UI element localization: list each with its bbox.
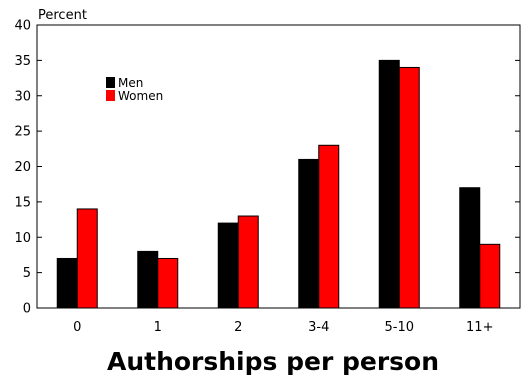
bar-men-5-10	[378, 59, 400, 309]
x-tick-label: 3-4	[308, 320, 329, 335]
plot-frame	[36, 24, 521, 309]
legend-label-women: Women	[118, 89, 163, 103]
bar-men-11+	[459, 187, 481, 309]
legend-swatch-women	[106, 90, 115, 101]
y-axis-ticks: 0 5 10 15 20 25 30 35 40	[14, 19, 520, 317]
legend-label-men: Men	[118, 76, 143, 90]
x-tick-label: 5-10	[384, 320, 414, 335]
y-tick-label: 5	[23, 266, 31, 281]
axes	[36, 24, 521, 309]
x-tick-label: 1	[154, 320, 162, 335]
bar-women-11+	[479, 243, 501, 309]
bar-women-5-10	[398, 66, 420, 309]
y-tick-label: 0	[23, 302, 31, 317]
bar-men-3-4	[298, 158, 320, 309]
y-tick-label: 25	[14, 125, 31, 140]
x-axis-title: Authorships per person	[107, 347, 439, 375]
y-tick-label: 35	[14, 54, 31, 69]
bar-men-2	[217, 222, 239, 309]
x-axis-ticks: 0 1 2 3-4 5-10 11+	[73, 320, 493, 335]
y-tick-label: 30	[14, 89, 31, 104]
x-tick-label: 0	[73, 320, 81, 335]
bar-women-2	[237, 215, 259, 309]
bar-men-0	[56, 257, 78, 309]
bar-women-1	[157, 257, 179, 309]
bar-men-1	[137, 250, 159, 309]
legend-swatch-men	[106, 77, 115, 88]
y-tick-label: 40	[14, 19, 31, 34]
x-tick-label: 2	[234, 320, 242, 335]
y-tick-label: 20	[14, 160, 31, 175]
y-tick-label: 10	[14, 231, 31, 246]
bars	[56, 59, 501, 309]
bar-women-3-4	[318, 144, 340, 309]
x-tick-label: 11+	[466, 320, 493, 335]
y-tick-label: 15	[14, 195, 31, 210]
y-axis-title: Percent	[38, 8, 87, 23]
bar-women-0	[76, 208, 98, 309]
